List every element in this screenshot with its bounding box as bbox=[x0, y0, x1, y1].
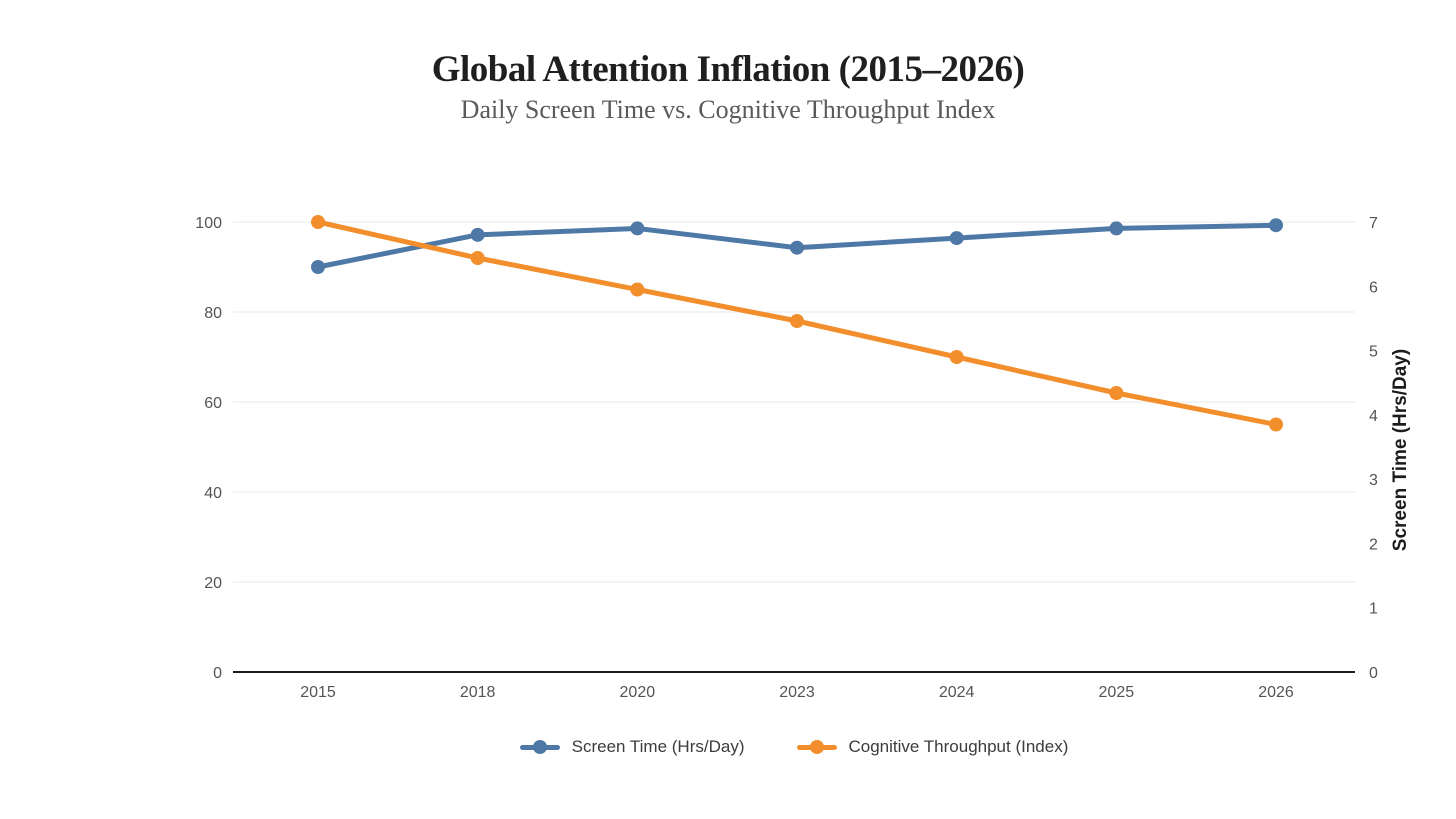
right-tick-label: 1 bbox=[1369, 601, 1378, 618]
x-tick-label: 2025 bbox=[1099, 684, 1135, 701]
data-point bbox=[470, 251, 485, 265]
series-screen-time-hrs-day bbox=[311, 218, 1283, 274]
x-tick-label: 2015 bbox=[300, 684, 336, 701]
legend-item-cognitive-throughput-index: Cognitive Throughput (Index) bbox=[796, 737, 1069, 757]
legend-line-dot-icon bbox=[796, 740, 837, 754]
x-tick-label: 2018 bbox=[460, 684, 496, 701]
legend-line-dot-icon bbox=[519, 740, 560, 754]
left-tick-label: 60 bbox=[204, 395, 222, 412]
x-axis: 2015 2018 2020 2023 2024 2025 2026 bbox=[300, 684, 1294, 701]
left-tick-label: 20 bbox=[204, 575, 222, 592]
right-tick-label: 2 bbox=[1369, 536, 1378, 553]
chart-legend: Screen Time (Hrs/Day) Cognitive Throughpu… bbox=[233, 730, 1355, 764]
right-tick-label: 3 bbox=[1369, 472, 1378, 489]
chart-title: Global Attention Inflation (2015–2026) bbox=[431, 49, 1025, 90]
data-point bbox=[630, 282, 645, 297]
data-point bbox=[1109, 386, 1124, 400]
data-point bbox=[949, 231, 964, 246]
data-point bbox=[790, 240, 804, 255]
data-point bbox=[470, 227, 485, 242]
x-tick-label: 2026 bbox=[1258, 684, 1294, 701]
right-tick-label: 4 bbox=[1369, 408, 1378, 425]
x-tick-label: 2024 bbox=[939, 684, 975, 701]
legend-label: Cognitive Throughput (Index) bbox=[848, 737, 1069, 756]
data-point bbox=[1269, 417, 1283, 432]
data-point bbox=[311, 260, 325, 274]
gridlines bbox=[233, 221, 1355, 583]
y-axis-left: 0 20 40 60 80 100 bbox=[195, 215, 222, 682]
data-point bbox=[311, 215, 325, 229]
right-tick-label: 6 bbox=[1369, 279, 1378, 296]
left-tick-label: 80 bbox=[204, 305, 222, 322]
left-tick-label: 40 bbox=[204, 485, 222, 502]
right-tick-label: 0 bbox=[1369, 665, 1378, 682]
legend-item-screen-time-hrs-day: Screen Time (Hrs/Day) bbox=[519, 737, 745, 757]
left-tick-label: 100 bbox=[195, 215, 222, 232]
chart-subtitle: Daily Screen Time vs. Cognitive Throughp… bbox=[460, 95, 996, 124]
y-axis-right: 0 1 2 3 4 5 6 7 Screen Time (Hrs/Day) bbox=[1369, 215, 1411, 682]
series-cognitive-throughput-index bbox=[311, 215, 1283, 432]
right-tick-label: 7 bbox=[1369, 215, 1378, 232]
right-tick-label: 5 bbox=[1369, 344, 1378, 361]
right-axis-title: Screen Time (Hrs/Day) bbox=[1390, 349, 1411, 551]
x-tick-label: 2023 bbox=[779, 684, 815, 701]
data-point bbox=[949, 350, 964, 364]
data-point bbox=[1109, 221, 1124, 236]
data-point bbox=[790, 314, 804, 328]
data-point bbox=[1269, 218, 1283, 233]
left-tick-label: 0 bbox=[213, 665, 222, 682]
legend-label: Screen Time (Hrs/Day) bbox=[571, 737, 745, 756]
data-point bbox=[630, 221, 645, 236]
x-tick-label: 2020 bbox=[620, 684, 656, 701]
